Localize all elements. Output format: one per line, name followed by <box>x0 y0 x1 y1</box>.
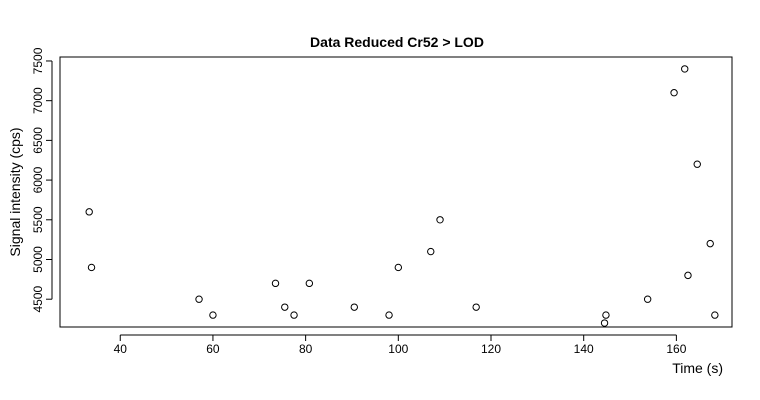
x-tick-label: 120 <box>481 342 501 356</box>
x-tick-label: 160 <box>666 342 686 356</box>
data-point <box>305 279 314 288</box>
data-point <box>281 303 289 311</box>
x-axis-label: Time (s) <box>672 360 723 376</box>
y-tick-label: 7500 <box>31 47 45 74</box>
data-point <box>643 295 652 303</box>
x-tick-label: 80 <box>299 342 313 356</box>
x-axis: 40 60 80 100 120 140 160 <box>114 334 687 356</box>
y-axis-label: Signal intensity (cps) <box>7 127 23 256</box>
data-point <box>385 311 393 319</box>
data-point <box>394 263 403 272</box>
data-point <box>602 311 610 319</box>
y-tick-label: 6000 <box>31 166 45 193</box>
y-axis: 4500 5000 5500 6000 6500 7000 7500 <box>31 47 53 313</box>
y-tick-label: 5500 <box>31 206 45 233</box>
x-tick-label: 140 <box>574 342 594 356</box>
data-point <box>436 216 444 224</box>
data-point <box>85 208 93 216</box>
data-point <box>670 89 678 97</box>
data-point <box>427 247 435 256</box>
data-point <box>600 319 609 327</box>
data-point <box>472 303 480 311</box>
y-tick-label: 5000 <box>31 246 45 273</box>
x-tick-label: 100 <box>388 342 408 356</box>
data-point <box>290 311 298 319</box>
x-tick-label: 60 <box>206 342 220 356</box>
data-points <box>85 65 719 327</box>
data-point <box>693 160 701 168</box>
data-point <box>684 271 692 280</box>
plot-frame <box>59 56 733 328</box>
y-tick-label: 6500 <box>31 127 45 154</box>
data-point <box>711 311 719 319</box>
y-tick-label: 4500 <box>31 286 45 313</box>
data-point <box>87 263 96 272</box>
data-point <box>195 295 203 303</box>
chart-title: Data Reduced Cr52 > LOD <box>310 34 484 50</box>
data-point <box>706 239 714 248</box>
x-tick-label: 40 <box>114 342 128 356</box>
data-point <box>209 311 217 319</box>
y-tick-label: 7000 <box>31 87 45 114</box>
data-point <box>681 65 689 73</box>
data-point <box>271 279 280 288</box>
data-point <box>350 303 358 311</box>
